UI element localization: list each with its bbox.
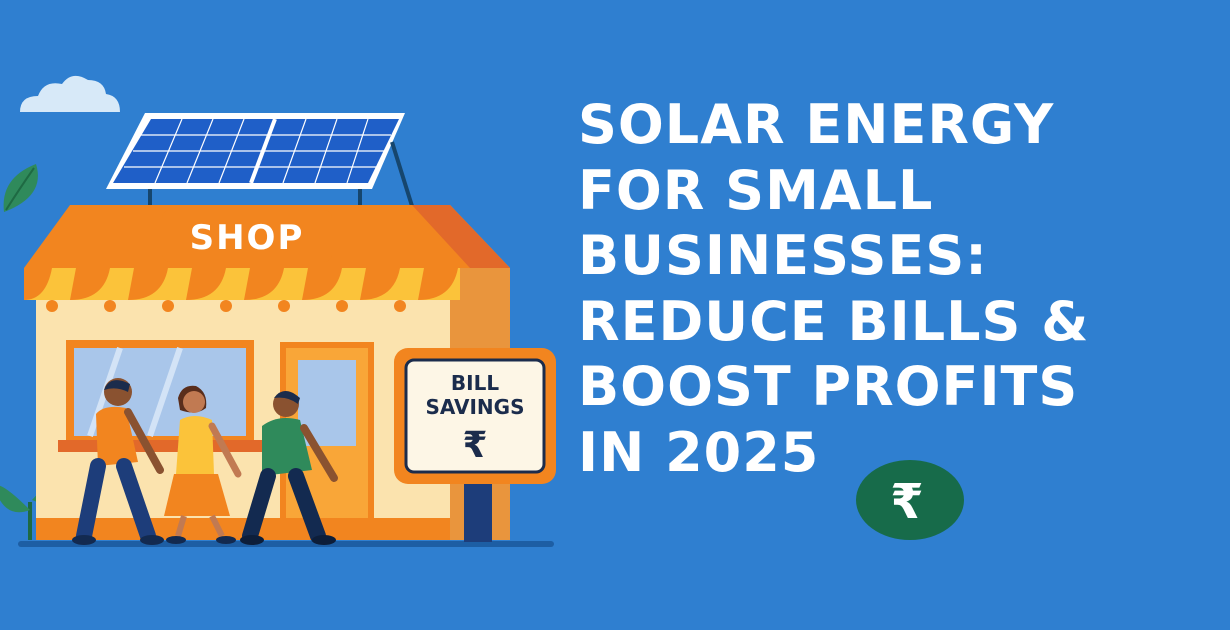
headline-line-5: BOOST PROFITS [578, 355, 1079, 418]
solar-panel-icon [106, 113, 414, 207]
rupee-coin-symbol: ₹ [890, 474, 923, 530]
bill-savings-sign [394, 348, 556, 542]
shop-sign-label: SHOP [190, 218, 305, 258]
headline-line-1: SOLAR ENERGY [578, 93, 1055, 156]
person-man-green [240, 391, 338, 545]
headline-line-4: REDUCE BILLS & [578, 289, 1090, 353]
headline-line-3: BUSINESSES: [578, 224, 988, 287]
headline-line-2: FOR SMALL [578, 158, 934, 222]
rupee-coin-icon [856, 460, 964, 540]
bill-savings-rupee-symbol: ₹ [462, 425, 487, 466]
headline-line-6: IN 2025 [578, 420, 820, 484]
leaf-icon [3, 164, 38, 212]
cloud-icon [20, 75, 120, 112]
page-headline: SOLAR ENERGY FOR SMALL BUSINESSES: REDUC… [578, 92, 1218, 485]
shop-sign [162, 210, 332, 262]
bill-savings-line1: BILL [451, 371, 499, 395]
person-woman-yellow [164, 385, 242, 544]
person-man-orange [72, 378, 164, 545]
bill-savings-line2: SAVINGS [425, 395, 524, 419]
